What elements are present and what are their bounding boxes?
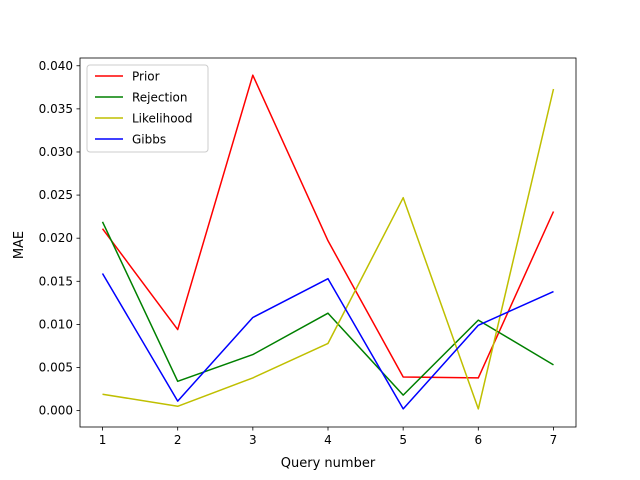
y-tick-label: 0.020 (39, 231, 73, 245)
x-tick-label: 2 (174, 433, 182, 447)
legend-label-gibbs: Gibbs (132, 133, 166, 147)
series-line-rejection (101, 221, 554, 396)
x-tick-label: 4 (324, 433, 332, 447)
legend-label-likelihood: Likelihood (132, 112, 193, 126)
x-tick-label: 7 (550, 433, 558, 447)
y-tick-label: 0.005 (39, 361, 73, 375)
y-tick-label: 0.035 (39, 102, 73, 116)
legend-label-rejection: Rejection (132, 91, 187, 105)
legend-label-prior: Prior (132, 70, 160, 84)
x-tick-label: 5 (399, 433, 407, 447)
x-tick-label: 6 (474, 433, 482, 447)
series-line-gibbs (101, 273, 554, 410)
x-axis-label: Query number (281, 456, 376, 471)
y-tick-label: 0.015 (39, 274, 73, 288)
legend-box (86, 64, 209, 153)
y-tick-label: 0.040 (39, 59, 73, 73)
axes-layer: 1 2 3 4 5 6 7 0.000 0.005 0.010 0.015 0.020 0.025 0.0… (39, 57, 577, 447)
y-tick-label: 0.000 (39, 404, 73, 418)
y-axis-label: MAE (12, 231, 27, 259)
x-tick-label: 3 (249, 433, 257, 447)
x-tick-label: 1 (99, 433, 107, 447)
series-line-prior (101, 74, 555, 379)
series-line-likelihood (102, 88, 555, 410)
y-tick-label: 0.025 (39, 188, 73, 202)
y-tick-label: 0.010 (39, 317, 73, 331)
series-layer (101, 74, 555, 410)
y-tick-label: 0.030 (39, 145, 73, 159)
legend: Prior Rejection Likelihood Gibbs (86, 64, 209, 153)
